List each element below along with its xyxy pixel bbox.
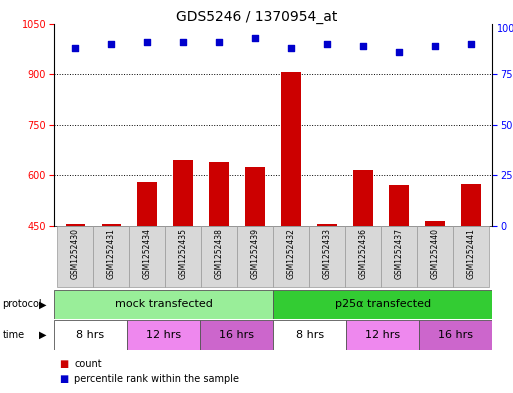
Text: GDS5246 / 1370954_at: GDS5246 / 1370954_at xyxy=(176,10,337,24)
Bar xyxy=(353,170,373,226)
Text: GSM1252441: GSM1252441 xyxy=(466,228,476,279)
Text: 12 hrs: 12 hrs xyxy=(146,330,181,340)
FancyBboxPatch shape xyxy=(129,226,165,287)
Text: time: time xyxy=(3,330,25,340)
FancyBboxPatch shape xyxy=(419,320,492,350)
FancyBboxPatch shape xyxy=(200,320,273,350)
FancyBboxPatch shape xyxy=(417,226,453,287)
Text: GSM1252436: GSM1252436 xyxy=(359,228,367,279)
FancyBboxPatch shape xyxy=(345,226,381,287)
FancyBboxPatch shape xyxy=(453,226,489,287)
FancyBboxPatch shape xyxy=(57,226,93,287)
Point xyxy=(251,35,259,41)
Point xyxy=(179,39,187,45)
Point xyxy=(107,41,115,47)
Bar xyxy=(317,224,337,226)
Text: GSM1252431: GSM1252431 xyxy=(107,228,116,279)
Text: GSM1252430: GSM1252430 xyxy=(71,228,80,279)
FancyBboxPatch shape xyxy=(381,226,417,287)
Point xyxy=(143,39,151,45)
FancyBboxPatch shape xyxy=(273,226,309,287)
Bar xyxy=(389,185,409,226)
Text: 8 hrs: 8 hrs xyxy=(295,330,324,340)
Text: percentile rank within the sample: percentile rank within the sample xyxy=(74,374,240,384)
FancyBboxPatch shape xyxy=(273,290,492,319)
Point xyxy=(71,45,80,51)
Text: p25α transfected: p25α transfected xyxy=(335,299,431,309)
FancyBboxPatch shape xyxy=(127,320,200,350)
Text: GSM1252439: GSM1252439 xyxy=(251,228,260,279)
Text: protocol: protocol xyxy=(3,299,42,309)
Bar xyxy=(66,224,85,226)
Text: ▶: ▶ xyxy=(39,299,46,309)
Text: GSM1252438: GSM1252438 xyxy=(215,228,224,279)
Text: 12 hrs: 12 hrs xyxy=(365,330,400,340)
FancyBboxPatch shape xyxy=(273,320,346,350)
Bar xyxy=(209,162,229,226)
Point xyxy=(215,39,223,45)
Bar xyxy=(102,224,121,226)
Point xyxy=(323,41,331,47)
FancyBboxPatch shape xyxy=(346,320,419,350)
Bar xyxy=(461,184,481,226)
Text: 8 hrs: 8 hrs xyxy=(76,330,105,340)
FancyBboxPatch shape xyxy=(54,290,273,319)
FancyBboxPatch shape xyxy=(54,320,127,350)
Bar xyxy=(173,160,193,226)
FancyBboxPatch shape xyxy=(201,226,237,287)
Text: 16 hrs: 16 hrs xyxy=(219,330,254,340)
Text: 16 hrs: 16 hrs xyxy=(439,330,473,340)
Text: ■: ■ xyxy=(59,358,68,369)
Text: GSM1252434: GSM1252434 xyxy=(143,228,152,279)
Point xyxy=(359,43,367,49)
FancyBboxPatch shape xyxy=(237,226,273,287)
FancyBboxPatch shape xyxy=(165,226,201,287)
Text: GSM1252440: GSM1252440 xyxy=(430,228,440,279)
Text: GSM1252437: GSM1252437 xyxy=(394,228,404,279)
Point xyxy=(395,49,403,55)
Bar xyxy=(425,221,445,226)
Text: GSM1252433: GSM1252433 xyxy=(323,228,331,279)
Bar xyxy=(245,167,265,226)
Bar xyxy=(137,182,157,226)
Text: mock transfected: mock transfected xyxy=(114,299,212,309)
FancyBboxPatch shape xyxy=(93,226,129,287)
FancyBboxPatch shape xyxy=(309,226,345,287)
Point xyxy=(431,43,439,49)
Text: GSM1252432: GSM1252432 xyxy=(287,228,295,279)
Text: GSM1252435: GSM1252435 xyxy=(179,228,188,279)
Text: ▶: ▶ xyxy=(39,330,46,340)
Bar xyxy=(281,72,301,226)
Point xyxy=(287,45,295,51)
Text: 100%: 100% xyxy=(497,24,513,33)
Text: count: count xyxy=(74,358,102,369)
Text: ■: ■ xyxy=(59,374,68,384)
Point xyxy=(467,41,475,47)
